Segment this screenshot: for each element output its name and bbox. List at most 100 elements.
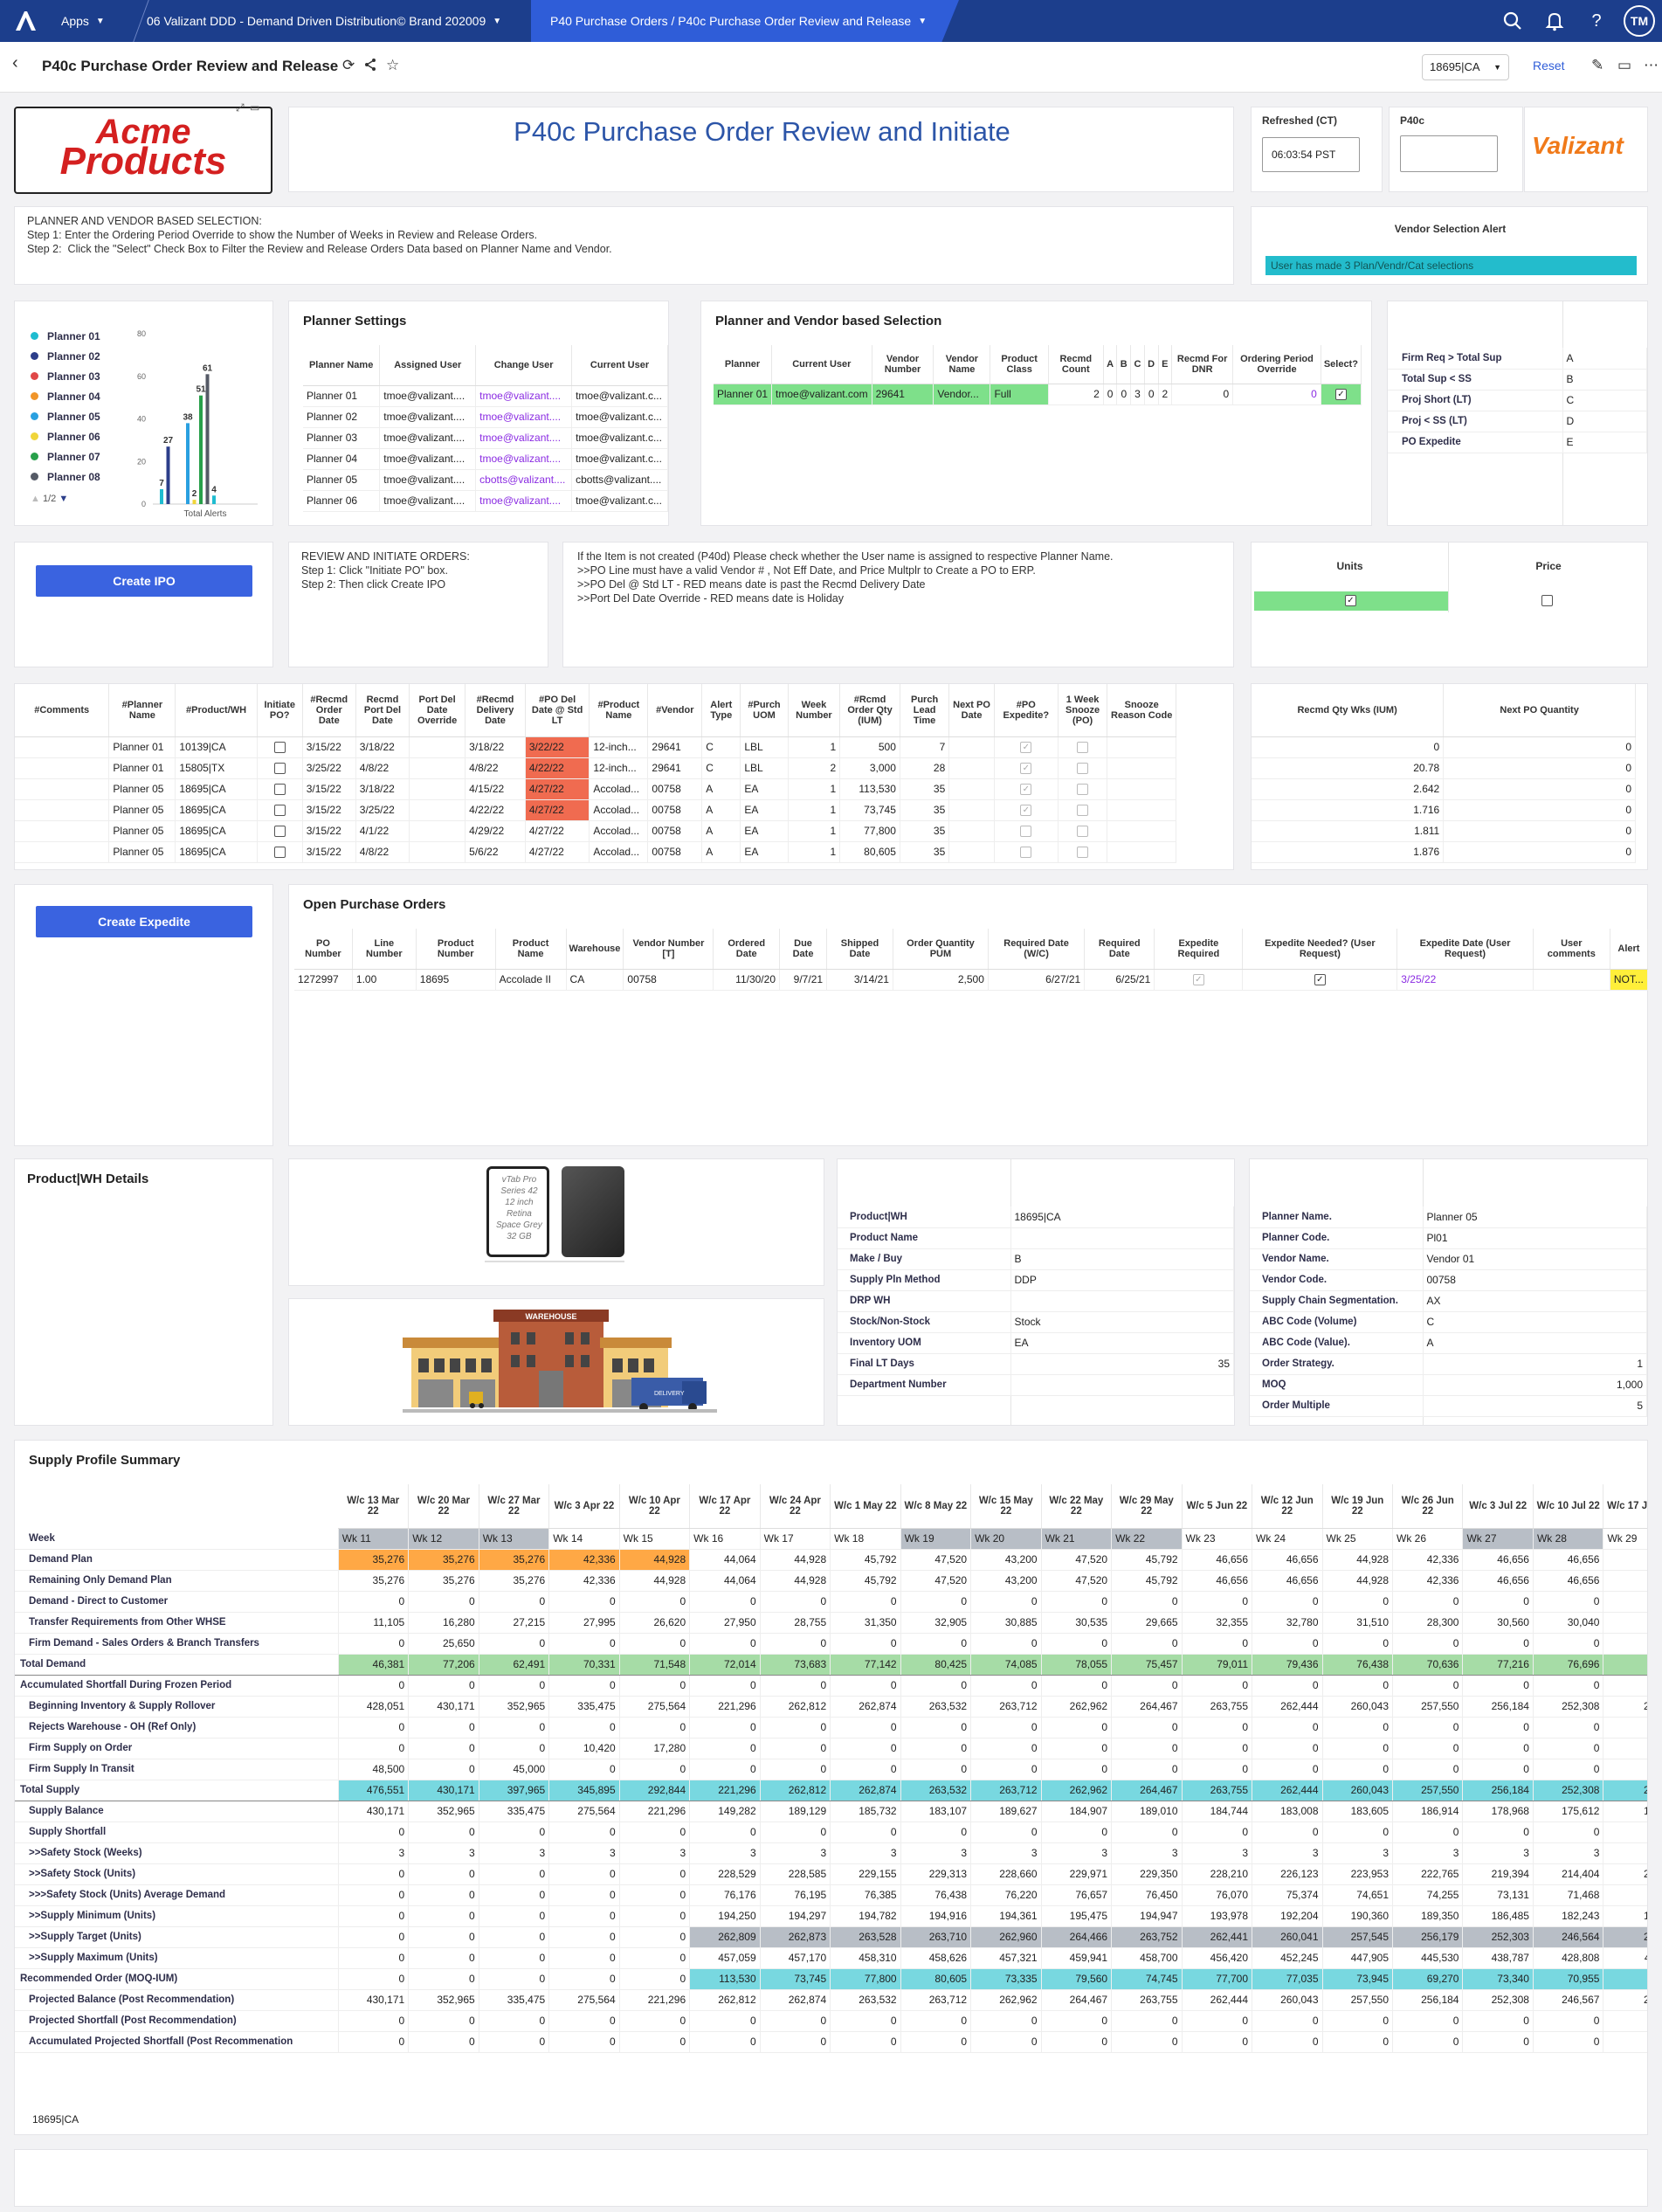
legend-item[interactable]: Planner 01 bbox=[31, 326, 100, 346]
star-icon[interactable]: ☆ bbox=[386, 57, 400, 73]
initiate-po-checkbox[interactable] bbox=[273, 805, 286, 817]
more-options-icon[interactable]: ⋯ bbox=[1644, 57, 1659, 73]
initiate-po-cell[interactable] bbox=[257, 757, 303, 779]
table-cell[interactable]: ✓ bbox=[994, 799, 1059, 821]
table-cell[interactable]: ✓ bbox=[994, 757, 1059, 779]
breadcrumb-model[interactable]: 06 Valizant DDD - Demand Driven Distribu… bbox=[147, 0, 501, 42]
legend-item[interactable]: Planner 05 bbox=[31, 406, 100, 426]
reset-button[interactable]: Reset bbox=[1533, 59, 1565, 73]
initiate-po-checkbox[interactable] bbox=[273, 763, 286, 775]
po-expedite-checkbox[interactable]: ✓ bbox=[1020, 763, 1032, 775]
legend-item[interactable]: Planner 03 bbox=[31, 366, 100, 386]
pager-up-icon[interactable]: ▲ bbox=[31, 494, 40, 504]
change-user-cell[interactable]: tmoe@valizant.... bbox=[475, 448, 573, 470]
edit-pencil-icon[interactable]: ✎ bbox=[1591, 57, 1604, 73]
bar[interactable] bbox=[199, 395, 203, 504]
table-cell[interactable] bbox=[1058, 736, 1108, 758]
expedite-needed-checkbox[interactable]: ✓ bbox=[1314, 974, 1326, 986]
legend-item[interactable]: Planner 07 bbox=[31, 446, 100, 467]
snooze-checkbox[interactable] bbox=[1077, 805, 1089, 817]
snooze-checkbox[interactable] bbox=[1077, 847, 1089, 859]
table-cell[interactable] bbox=[1533, 969, 1610, 991]
help-icon[interactable]: ? bbox=[1591, 11, 1602, 31]
po-expedite-checkbox[interactable]: ✓ bbox=[1020, 784, 1032, 796]
table-cell[interactable]: 3/25/22 bbox=[1396, 969, 1534, 991]
search-icon[interactable] bbox=[1500, 9, 1525, 33]
create-ipo-button[interactable]: Create IPO bbox=[36, 565, 252, 597]
initiate-po-checkbox[interactable] bbox=[273, 826, 286, 838]
expedite-required-checkbox[interactable]: ✓ bbox=[1192, 974, 1204, 986]
bar[interactable] bbox=[160, 488, 163, 504]
create-expedite-button[interactable]: Create Expedite bbox=[36, 906, 252, 937]
units-checkbox[interactable]: ✓ bbox=[1345, 595, 1356, 606]
comment-icon[interactable]: ▭ bbox=[1617, 57, 1632, 73]
anaplan-logo-icon[interactable] bbox=[12, 10, 38, 32]
po-expedite-checkbox[interactable] bbox=[1020, 847, 1032, 859]
table-cell[interactable] bbox=[1058, 799, 1108, 821]
back-chevron-icon[interactable]: ‹ bbox=[12, 53, 18, 73]
legend-pager[interactable]: ▲ 1/2 ▼ bbox=[31, 494, 68, 504]
legend-item[interactable]: Planner 08 bbox=[31, 467, 100, 487]
share-icon[interactable] bbox=[363, 58, 377, 72]
table-cell[interactable] bbox=[994, 820, 1059, 842]
table-cell[interactable] bbox=[1058, 841, 1108, 863]
price-checkbox[interactable] bbox=[1541, 595, 1553, 606]
refresh-icon[interactable]: ⟳ bbox=[342, 57, 355, 73]
select-checkbox[interactable]: ✓ bbox=[1334, 389, 1347, 401]
po-expedite-checkbox[interactable] bbox=[1020, 826, 1032, 838]
change-user-cell[interactable]: tmoe@valizant.... bbox=[475, 427, 573, 449]
change-user-cell[interactable]: tmoe@valizant.... bbox=[475, 490, 573, 512]
avatar[interactable]: TM bbox=[1624, 5, 1655, 37]
table-cell[interactable] bbox=[15, 799, 110, 821]
table-cell[interactable] bbox=[15, 778, 110, 800]
snooze-checkbox[interactable] bbox=[1077, 742, 1089, 754]
table-cell[interactable] bbox=[15, 736, 110, 758]
snooze-checkbox[interactable] bbox=[1077, 784, 1089, 796]
table-cell[interactable] bbox=[1058, 820, 1108, 842]
legend-item[interactable]: Planner 04 bbox=[31, 386, 100, 406]
table-cell[interactable]: ✓ bbox=[994, 736, 1059, 758]
initiate-po-cell[interactable] bbox=[257, 841, 303, 863]
bar[interactable] bbox=[166, 446, 170, 504]
change-user-cell[interactable]: cbotts@valizant.... bbox=[475, 469, 573, 491]
table-cell[interactable] bbox=[1058, 778, 1108, 800]
breadcrumb-page[interactable]: P40 Purchase Orders / P40c Purchase Orde… bbox=[550, 0, 927, 42]
initiate-po-cell[interactable] bbox=[257, 736, 303, 758]
snooze-checkbox[interactable] bbox=[1077, 763, 1089, 775]
table-cell[interactable] bbox=[15, 841, 110, 863]
select-cell[interactable]: ✓ bbox=[1321, 384, 1362, 405]
change-user-cell[interactable]: tmoe@valizant.... bbox=[475, 385, 573, 407]
table-cell[interactable] bbox=[15, 820, 110, 842]
comment-icon[interactable]: ▭ bbox=[250, 101, 260, 114]
legend-item[interactable]: Planner 02 bbox=[31, 346, 100, 366]
legend-item[interactable]: Planner 06 bbox=[31, 426, 100, 446]
expand-icon[interactable]: ⤢ bbox=[236, 101, 245, 114]
p40c-input[interactable] bbox=[1400, 135, 1498, 172]
table-cell[interactable]: ✓ bbox=[994, 778, 1059, 800]
initiate-po-cell[interactable] bbox=[257, 820, 303, 842]
bar[interactable] bbox=[186, 423, 190, 504]
table-cell[interactable] bbox=[1058, 757, 1108, 779]
table-cell[interactable] bbox=[15, 757, 110, 779]
bell-icon[interactable] bbox=[1542, 9, 1567, 33]
bar[interactable] bbox=[192, 500, 197, 504]
pager-down-icon[interactable]: ▼ bbox=[59, 494, 69, 504]
bar[interactable] bbox=[212, 495, 216, 504]
change-user-cell[interactable]: tmoe@valizant.... bbox=[475, 406, 573, 428]
table-cell[interactable]: ✓ bbox=[1154, 969, 1244, 991]
product-wh-selector[interactable]: 18695|CA ▼ bbox=[1422, 54, 1509, 80]
po-expedite-checkbox[interactable]: ✓ bbox=[1020, 742, 1032, 754]
expedite-needed-cell[interactable]: ✓ bbox=[1242, 969, 1398, 991]
bar[interactable] bbox=[205, 374, 210, 504]
initiate-po-checkbox[interactable] bbox=[273, 847, 286, 859]
initiate-po-cell[interactable] bbox=[257, 778, 303, 800]
initiate-po-checkbox[interactable] bbox=[273, 784, 286, 796]
snooze-checkbox[interactable] bbox=[1077, 826, 1089, 838]
table-cell[interactable] bbox=[994, 841, 1059, 863]
initiate-po-cell[interactable] bbox=[257, 799, 303, 821]
ordering-period-input[interactable]: 0 bbox=[1232, 384, 1321, 405]
apps-menu[interactable]: Apps ▼ bbox=[61, 0, 105, 42]
po-expedite-checkbox[interactable]: ✓ bbox=[1020, 805, 1032, 817]
initiate-po-checkbox[interactable] bbox=[273, 742, 286, 754]
supply-cell: 335,475 bbox=[548, 1696, 620, 1718]
